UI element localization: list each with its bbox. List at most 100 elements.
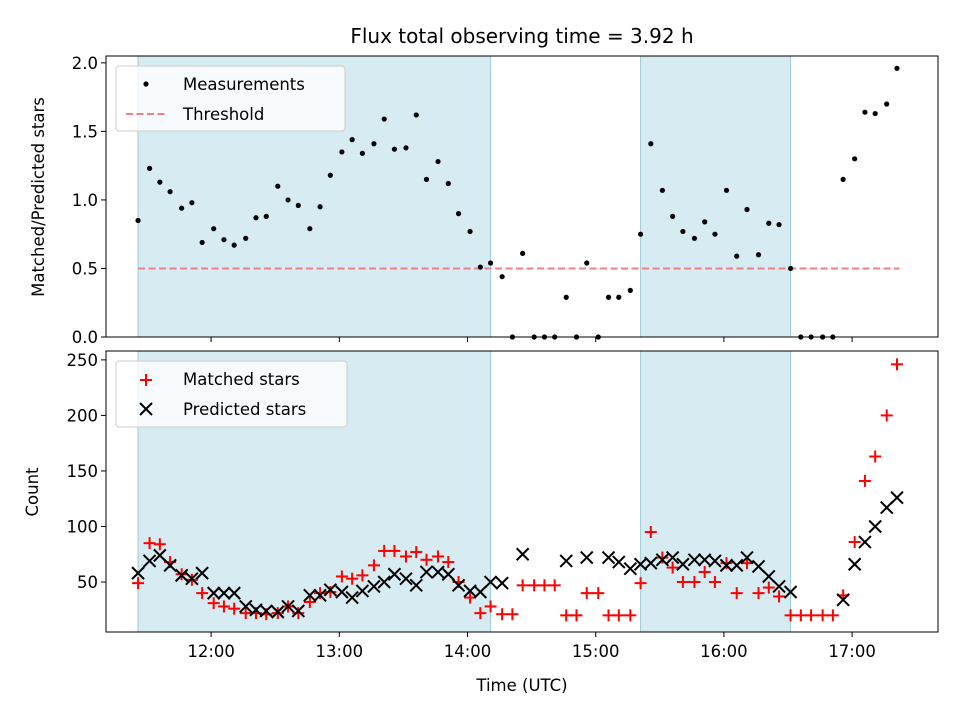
matched-star-point — [132, 577, 145, 590]
ratio-y-tick-label: 0.0 — [72, 328, 98, 347]
matched-star-point — [676, 576, 689, 589]
count-y-axis-label: Count — [23, 467, 42, 517]
matched-star-point — [612, 609, 625, 622]
predicted-star-point — [217, 586, 231, 600]
count-panel-frame — [105, 350, 939, 633]
matched-star-point — [207, 597, 220, 610]
measurement-point — [455, 211, 462, 217]
matched-star-point — [602, 609, 615, 622]
matched-star-point — [644, 526, 657, 539]
measurement-point — [659, 187, 665, 193]
measurement-point — [605, 294, 612, 300]
matched-star-point — [217, 600, 230, 613]
predicted-star-point — [239, 599, 253, 614]
measurement-point — [179, 205, 185, 211]
predicted-star-point — [665, 550, 680, 565]
matched-star-point — [484, 600, 497, 613]
predicted-star-point — [323, 583, 338, 597]
matched-star-point — [794, 609, 807, 622]
measurement-point — [872, 110, 878, 117]
matched-star-point — [570, 609, 583, 622]
ratio-y-tick-label: 1.5 — [72, 122, 98, 141]
predicted-star-point — [783, 585, 798, 599]
count-panel-y-ticks: 50 100 150 200 250 — [67, 351, 106, 592]
predicted-star-point — [772, 579, 786, 594]
matched-star-point — [624, 609, 637, 622]
matched-star-point — [378, 544, 391, 557]
matched-star-point — [196, 587, 209, 600]
matched-star-point — [592, 587, 605, 600]
predicted-star-point — [676, 557, 690, 571]
ratio-y-tick-label: 1.0 — [72, 191, 98, 210]
matched-star-point — [153, 538, 166, 551]
predicted-star-point — [291, 604, 306, 618]
predicted-star-point — [419, 565, 434, 579]
measurement-point — [445, 180, 451, 187]
measurement-point — [584, 260, 590, 266]
matched-star-point — [143, 537, 156, 550]
count-y-tick-label: 250 — [67, 351, 99, 370]
matched-star-point — [496, 608, 509, 621]
measurement-point — [167, 189, 173, 195]
matched-star-point — [314, 587, 327, 600]
measurement-point — [840, 176, 846, 182]
matched-star-point — [634, 577, 647, 590]
measurement-point — [680, 228, 686, 235]
measurement-point — [776, 222, 782, 228]
predicted-star-point — [687, 553, 702, 567]
matched-star-point — [784, 609, 797, 622]
measurement-point — [787, 265, 794, 272]
measurement-point — [403, 145, 409, 151]
predicted-star-point — [858, 535, 872, 549]
predicted-star-point — [131, 566, 145, 580]
matched-star-point — [666, 561, 679, 574]
measurement-point — [339, 149, 345, 155]
predicted-star-point — [847, 557, 862, 571]
matched-star-point — [698, 566, 711, 579]
ratio-legend: Measurements Threshold — [115, 65, 346, 132]
predicted-star-point — [259, 604, 273, 618]
matched-star-point — [506, 608, 519, 621]
matched-star-point — [292, 607, 305, 620]
matched-star-point — [356, 569, 369, 582]
measurement-point — [520, 250, 526, 256]
measurement-point — [884, 101, 890, 107]
predicted-star-point — [708, 554, 722, 568]
predicted-star-point — [441, 567, 455, 581]
measurement-point — [637, 231, 644, 237]
matched-star-point — [762, 581, 775, 594]
x-tick-label: 12:00 — [187, 642, 235, 661]
matched-star-point — [346, 572, 359, 585]
predicted-star-point — [163, 558, 177, 573]
measurement-point — [381, 116, 387, 122]
matched-star-point — [826, 609, 839, 622]
predicted-star-point — [751, 559, 766, 574]
measurement-point — [648, 141, 654, 147]
measurement-point — [135, 217, 141, 224]
measurement-point — [413, 112, 419, 118]
measurement-point — [307, 226, 313, 232]
measurement-point — [467, 228, 473, 235]
ratio-legend-box — [115, 65, 346, 132]
measurement-point — [327, 172, 333, 178]
matched-star-point — [816, 609, 829, 622]
matched-star-point — [410, 546, 423, 559]
matched-star-point — [773, 590, 786, 603]
predicted-star-point — [473, 585, 488, 599]
matched-star-point — [560, 609, 573, 622]
measurement-point — [563, 294, 569, 300]
measurement-point — [723, 187, 730, 193]
predicted-star-point — [355, 584, 370, 598]
count-legend-box — [115, 360, 348, 428]
measurement-point — [894, 65, 900, 71]
predicted-star-point — [580, 550, 594, 565]
matched-star-point — [516, 579, 529, 592]
measurement-point — [702, 219, 708, 225]
matched-star-point — [720, 557, 733, 570]
measurement-point — [391, 146, 398, 152]
predicted-star-point — [451, 578, 466, 593]
measurement-point — [349, 137, 355, 143]
measurement-point — [423, 176, 430, 182]
matched-star-point — [740, 557, 753, 570]
matched-star-point — [548, 579, 561, 592]
